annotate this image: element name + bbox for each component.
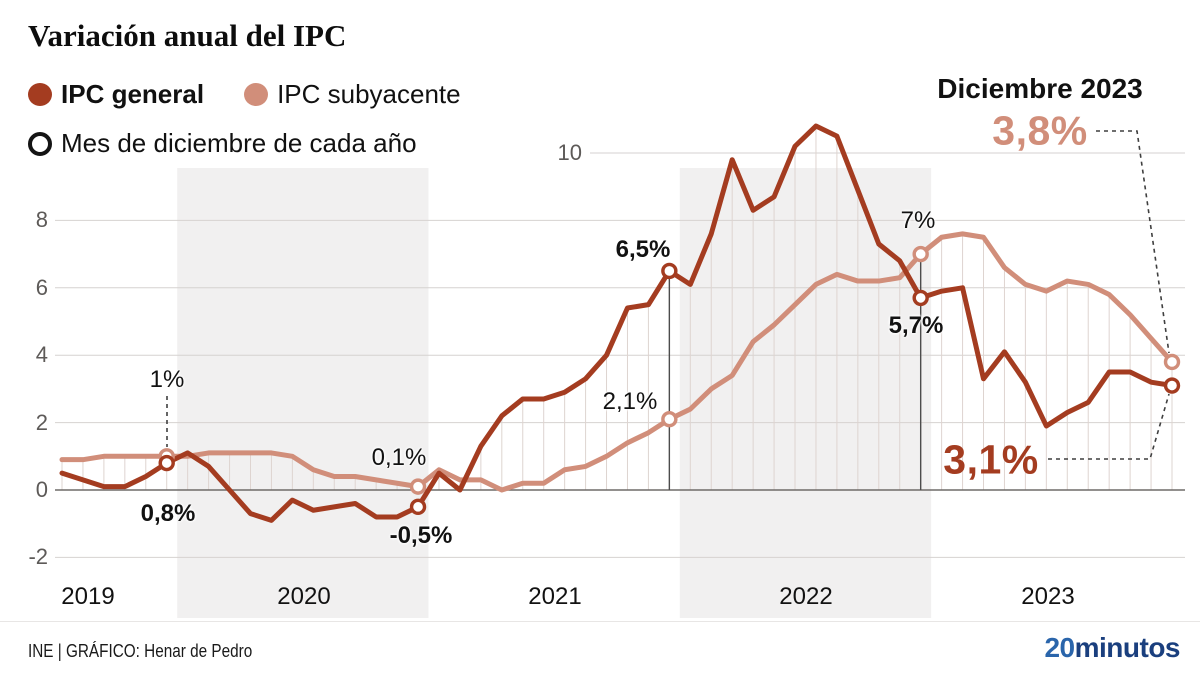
december-marker-subyacente [661, 411, 678, 428]
annotation-dec2021-general: 6,5% [615, 236, 671, 263]
december-marker-general [409, 498, 427, 516]
december-marker-subyacente [912, 245, 929, 263]
callout-value-subyacente: 3,8% [992, 107, 1088, 154]
legend-dot-general-icon [28, 83, 52, 106]
x-year-2020: 2020 [277, 583, 331, 610]
december-marker-general [661, 262, 678, 280]
annotation-dec2019-subyacente: 1% [149, 366, 185, 393]
legend-dot-subyacente-icon [244, 83, 269, 106]
legend-label-december: Mes de diciembre de cada año [61, 128, 417, 158]
legend-label-subyacente: IPC subyacente [277, 79, 461, 109]
series-line-general [59, 123, 1175, 523]
x-year-2019: 2019 [61, 583, 115, 610]
annotation-dec2019-general: 0,8% [140, 500, 196, 527]
annotation-dec2021-subyacente: 2,1% [602, 388, 658, 415]
brand-logo-20: 20 [1044, 632, 1075, 663]
dec2023-subyacente-connector [1096, 130, 1170, 354]
shaded-band-2022 [679, 168, 932, 618]
series-line-subyacente [59, 231, 1175, 493]
legend: IPC general IPC subyacente [28, 79, 461, 110]
callout-value-general: 3,1% [943, 436, 1039, 483]
footer-separator [0, 621, 1200, 622]
december-marker-general [912, 289, 929, 307]
brand-logo: 20minutos [1044, 632, 1180, 664]
annotation-dec2022-general: 5,7% [888, 312, 944, 339]
december-marker-subyacente [409, 478, 427, 495]
page-title: Variación anual del IPC [28, 18, 347, 53]
x-year-2023: 2023 [1021, 583, 1075, 610]
annotation-dec2022-subyacente: 7% [900, 207, 936, 234]
y-tick-0: 0 [35, 477, 48, 502]
y-tick-10: 10 [557, 140, 582, 165]
december-marker-general [158, 454, 175, 472]
y-tick-4: 4 [35, 342, 48, 368]
legend-label-general: IPC general [61, 79, 205, 109]
callout-heading: Diciembre 2023 [937, 73, 1143, 104]
x-year-2021: 2021 [528, 583, 582, 610]
y-tick--2: -2 [28, 544, 48, 570]
legend-december-marker: Mes de diciembre de cada año [28, 128, 417, 159]
december-marker-subyacente [1163, 353, 1181, 371]
annotation-dec2020-subyacente: 0,1% [371, 444, 427, 471]
x-year-2022: 2022 [779, 583, 833, 610]
annotation-dec2020-general: -0,5% [389, 522, 453, 549]
y-tick-8: 8 [35, 207, 48, 233]
y-tick-6: 6 [35, 274, 48, 300]
dec2023-general-connector [1048, 393, 1170, 460]
shaded-band-2020 [177, 168, 429, 618]
december-marker-general [1163, 377, 1181, 394]
december-marker-icon [28, 131, 52, 156]
brand-logo-minutos: minutos [1074, 632, 1181, 663]
y-tick-2: 2 [35, 409, 48, 435]
footer-source: INE | GRÁFICO: Henar de Pedro [28, 641, 253, 661]
